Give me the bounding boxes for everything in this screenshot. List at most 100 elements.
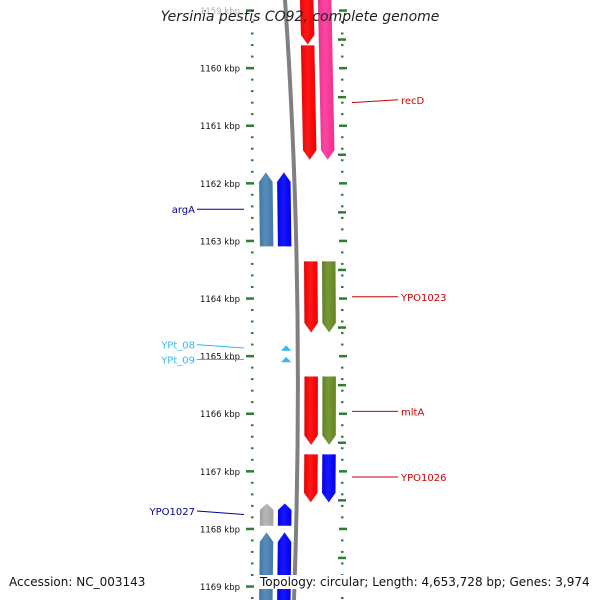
feature-shading — [321, 454, 337, 503]
major-tick-right — [339, 182, 347, 185]
feature-shading — [259, 502, 274, 527]
tick-label: 1167 kbp — [200, 468, 240, 478]
minor-tick-right — [341, 401, 344, 404]
minor-tick-right — [341, 21, 344, 24]
minor-tick-left — [251, 435, 254, 438]
minor-tick-right — [341, 458, 344, 461]
topology-text: Topology: circular; Length: 4,653,728 bp… — [258, 575, 600, 589]
minor-tick-right — [341, 44, 344, 47]
minor-tick-left — [251, 447, 254, 450]
mid-tick-right — [338, 499, 346, 502]
minor-tick-right — [341, 262, 344, 265]
minor-tick-right — [341, 597, 344, 600]
minor-tick-right — [341, 366, 344, 369]
minor-tick-right — [341, 343, 344, 346]
label-leader — [196, 510, 245, 515]
minor-tick-left — [251, 44, 254, 47]
label-leader — [196, 344, 245, 349]
minor-tick-right — [341, 147, 344, 150]
feature-label: YPt_08 — [160, 341, 195, 352]
major-tick-right — [339, 124, 347, 127]
feature-labels: recD argA YPO1023 YPt_08 YPt_09 mltA YPO1026 YP… — [149, 96, 447, 518]
minor-tick-left — [251, 262, 254, 265]
feature-shading — [276, 171, 292, 247]
minor-tick-left — [251, 550, 254, 553]
minor-tick-right — [341, 550, 344, 553]
mid-tick-right — [338, 326, 346, 329]
feature-label: YPO1026 — [400, 473, 446, 484]
feature-shading — [300, 45, 317, 161]
feature-shading — [317, 0, 335, 161]
minor-tick-right — [341, 573, 344, 576]
minor-tick-left — [251, 193, 254, 196]
minor-tick-left — [251, 55, 254, 58]
map-title: Yersinia pestis CO92, complete genome — [160, 9, 440, 25]
minor-tick-right — [341, 309, 344, 312]
feature-label: recD — [401, 96, 425, 107]
minor-tick-right — [341, 228, 344, 231]
major-tick — [246, 354, 254, 358]
feature-shading — [321, 261, 337, 334]
tick-label: 1160 kbp — [200, 65, 240, 75]
label-leader — [351, 99, 399, 104]
minor-tick-right — [341, 136, 344, 139]
minor-tick-left — [251, 285, 254, 288]
minor-tick-right — [341, 159, 344, 162]
minor-tick-left — [251, 113, 254, 116]
minor-tick-right — [341, 493, 344, 496]
minor-tick-left — [251, 366, 254, 369]
minor-tick-left — [251, 159, 254, 162]
major-tick — [246, 9, 254, 12]
minor-tick-left — [251, 597, 254, 600]
minor-tick-left — [251, 539, 254, 542]
minor-tick-left — [251, 378, 254, 381]
minor-tick-left — [251, 332, 254, 335]
minor-tick-right — [341, 90, 344, 93]
mid-tick-right — [338, 268, 346, 272]
minor-tick-right — [341, 504, 344, 507]
minor-tick-left — [251, 343, 254, 346]
major-tick-right — [339, 470, 347, 473]
minor-tick-left — [251, 205, 254, 208]
minor-tick-left — [251, 481, 254, 484]
minor-tick-left — [251, 216, 254, 219]
minor-tick-right — [341, 216, 344, 219]
feature-label: argA — [172, 205, 195, 216]
major-tick-right — [339, 9, 347, 12]
tick-label: 1166 kbp — [200, 410, 240, 420]
minor-tick-left — [251, 309, 254, 312]
feature-shading — [303, 261, 319, 334]
minor-tick-left — [251, 21, 254, 24]
feature-reverse-trna — [279, 344, 293, 352]
minor-tick-left — [251, 251, 254, 254]
minor-tick-left — [251, 170, 254, 173]
feature-shading — [258, 171, 274, 247]
minor-tick-right — [341, 285, 344, 288]
major-tick-right — [339, 354, 347, 358]
minor-tick-right — [341, 539, 344, 542]
tick-label: 1159 kbp — [200, 7, 240, 17]
mid-tick-right — [338, 383, 346, 387]
minor-tick-left — [251, 274, 254, 277]
major-tick-right — [339, 66, 347, 70]
mid-tick-right — [338, 556, 346, 560]
minor-tick-right — [341, 332, 344, 335]
minor-tick-right — [341, 78, 344, 81]
minor-tick-left — [251, 78, 254, 81]
feature-label: YPt_09 — [160, 356, 195, 367]
minor-tick-right — [341, 389, 344, 392]
minor-tick-right — [341, 101, 344, 104]
minor-tick-left — [251, 389, 254, 392]
axis-ticks: 1159 kbp 1160 kbp 1161 kbp 1162 kbp 1163 kbp… — [200, 7, 347, 600]
major-tick — [246, 66, 254, 70]
mid-tick-right — [338, 95, 346, 99]
minor-tick-left — [251, 320, 254, 323]
tick-label: 1165 kbp — [200, 353, 240, 363]
minor-tick-right — [341, 424, 344, 427]
minor-tick-right — [341, 205, 344, 208]
feature-reverse-trna — [279, 356, 293, 363]
minor-tick-right — [341, 55, 344, 58]
feature-shading — [303, 454, 319, 503]
minor-tick-right — [341, 516, 344, 519]
